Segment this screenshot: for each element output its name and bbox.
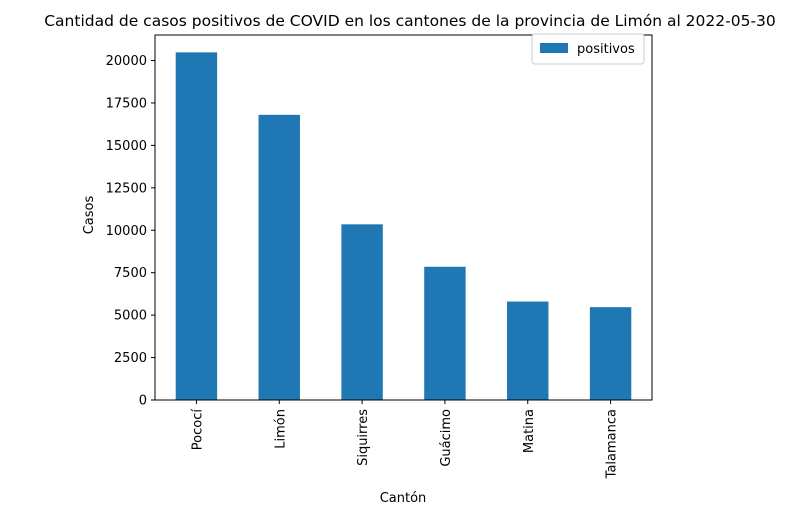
bar-1	[258, 114, 300, 400]
y-axis-label: Casos	[82, 196, 97, 235]
y-tick-label-8: 20000	[106, 54, 147, 69]
y-tick-label-7: 17500	[106, 96, 147, 111]
y-axis-ticks: 0 2500 5000 7500 10000 12500 15000 17500 20000	[106, 54, 155, 409]
y-tick-label-0: 0	[139, 394, 147, 409]
x-tick-label-5: Talamanca	[605, 409, 620, 479]
chart-title: Cantidad de casos positivos de COVID en …	[44, 12, 776, 30]
bar-0	[175, 52, 218, 400]
x-axis-label: Cantón	[380, 491, 427, 506]
x-tick-label-1: Limón	[273, 409, 288, 449]
bar-4	[507, 301, 549, 400]
y-tick-label-3: 7500	[114, 266, 147, 281]
x-tick-label-2: Siquirres	[356, 409, 371, 466]
x-tick-label-4: Matina	[522, 409, 537, 453]
legend-swatch-positivos	[540, 43, 568, 53]
x-axis-ticks: Pococí Limón Siquirres Guácimo Matina Talaman…	[190, 400, 620, 479]
legend-label-positivos: positivos	[577, 42, 635, 57]
y-tick-label-4: 10000	[106, 224, 147, 239]
bars	[175, 52, 632, 400]
bar-3	[424, 266, 466, 400]
bar-5	[589, 307, 632, 400]
legend: positivos	[531, 33, 645, 65]
bar-2	[341, 224, 383, 400]
x-tick-label-3: Guácimo	[439, 409, 454, 467]
y-tick-label-6: 15000	[106, 139, 147, 154]
y-tick-label-5: 12500	[106, 181, 147, 196]
legend-box	[531, 33, 645, 65]
plot-frame	[154, 34, 653, 401]
y-tick-label-1: 2500	[114, 351, 147, 366]
x-tick-label-0: Pococí	[190, 409, 205, 451]
y-tick-label-2: 5000	[114, 309, 147, 324]
